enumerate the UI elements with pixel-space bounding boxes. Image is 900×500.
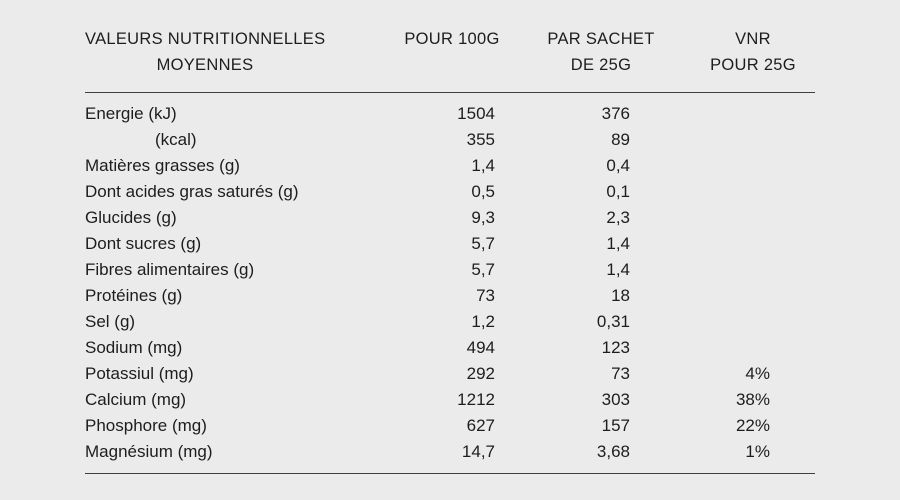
- row-label: Protéines (g): [85, 286, 183, 305]
- value-vnr-pour-25g: [665, 309, 815, 335]
- value-vnr-pour-25g: [665, 179, 815, 205]
- header-line-1: POUR 100G: [404, 30, 500, 48]
- value-par-sachet-25g: 1,4: [606, 260, 630, 279]
- value-pour-100g: 627: [466, 416, 495, 435]
- header-line-2: [379, 52, 525, 78]
- table-row: Dont acides gras saturés (g) 0,5 0,1: [85, 179, 815, 205]
- table-row: Sodium (mg) 494 123: [85, 335, 815, 361]
- header-valeurs-nutritionnelles-moyennes: VALEURS NUTRITIONNELLES MOYENNES: [85, 20, 365, 93]
- table-row: Phosphore (mg) 627 157 22%: [85, 413, 815, 439]
- value-par-sachet-25g: 18: [611, 286, 630, 305]
- value-par-sachet-25g: 157: [601, 416, 630, 435]
- value-vnr-pour-25g: 1%: [665, 439, 815, 474]
- row-label: Magnésium (mg): [85, 439, 365, 474]
- table-row: Potassiul (mg) 292 73 4%: [85, 361, 815, 387]
- value-par-sachet-25g: 376: [601, 104, 630, 123]
- row-label: Energie (kJ): [85, 104, 177, 123]
- value-par-sachet-25g: 1,4: [606, 234, 630, 253]
- value-par-sachet-25g: 2,3: [606, 208, 630, 227]
- row-label: Matières grasses (g): [85, 156, 240, 175]
- table-row: Calcium (mg) 1212 303 38%: [85, 387, 815, 413]
- value-pour-100g: 355: [466, 130, 495, 149]
- value-pour-100g: 494: [466, 338, 495, 357]
- value-vnr-pour-25g: [665, 335, 815, 361]
- value-vnr-pour-25g: [665, 93, 815, 128]
- value-par-sachet-25g: 0,31: [596, 312, 630, 331]
- table-row: Magnésium (mg) 14,7 3,68 1%: [85, 439, 815, 474]
- value-pour-100g: 5,7: [471, 234, 495, 253]
- row-label: Phosphore (mg): [85, 416, 207, 435]
- table-row: Glucides (g) 9,3 2,3: [85, 205, 815, 231]
- header-line-2: POUR 25G: [710, 56, 796, 74]
- header-par-sachet-de-25g: PAR SACHET DE 25G: [525, 20, 665, 93]
- value-par-sachet-25g: 0,1: [606, 182, 630, 201]
- table-row: Energie (kJ) 1504 376: [85, 93, 815, 128]
- value-pour-100g: 1212: [457, 390, 495, 409]
- value-vnr-pour-25g: [665, 205, 815, 231]
- row-label: Glucides (g): [85, 208, 177, 227]
- value-vnr-pour-25g: [665, 127, 815, 153]
- row-label: (kcal): [155, 130, 197, 149]
- value-pour-100g: 1504: [457, 104, 495, 123]
- value-par-sachet-25g: 0,4: [606, 156, 630, 175]
- value-par-sachet-25g: 73: [611, 364, 630, 383]
- row-label: Calcium (mg): [85, 390, 187, 409]
- header-line-1: VALEURS NUTRITIONNELLES: [85, 30, 326, 48]
- value-pour-100g: 1,2: [471, 312, 495, 331]
- table-row: Matières grasses (g) 1,4 0,4: [85, 153, 815, 179]
- header-vnr-pour-25g: VNR POUR 25G: [665, 20, 815, 93]
- value-pour-100g: 73: [476, 286, 495, 305]
- table-row: Dont sucres (g) 5,7 1,4: [85, 231, 815, 257]
- value-vnr-pour-25g: 22%: [735, 416, 770, 435]
- header-line-2: DE 25G: [570, 56, 632, 74]
- row-label: Dont acides gras saturés (g): [85, 182, 299, 201]
- table-row: Sel (g) 1,2 0,31: [85, 309, 815, 335]
- value-pour-100g: 292: [466, 364, 495, 383]
- row-label: Dont sucres (g): [85, 234, 202, 253]
- value-pour-100g: 1,4: [471, 156, 495, 175]
- table-row: Fibres alimentaires (g) 5,7 1,4: [85, 257, 815, 283]
- value-par-sachet-25g: 3,68: [525, 439, 665, 474]
- value-par-sachet-25g: 303: [601, 390, 630, 409]
- header-pour-100g: POUR 100G: [365, 20, 525, 93]
- value-vnr-pour-25g: 38%: [735, 390, 770, 409]
- value-vnr-pour-25g: [665, 231, 815, 257]
- value-pour-100g: 0,5: [471, 182, 495, 201]
- table-row: (kcal) 355 89: [85, 127, 815, 153]
- row-label: Sel (g): [85, 312, 136, 331]
- value-vnr-pour-25g: [665, 283, 815, 309]
- value-par-sachet-25g: 123: [601, 338, 630, 357]
- row-label: Sodium (mg): [85, 338, 183, 357]
- table-header-row: VALEURS NUTRITIONNELLES MOYENNES POUR 10…: [85, 20, 815, 93]
- row-label: Potassiul (mg): [85, 364, 194, 383]
- header-line-1: VNR: [735, 30, 771, 48]
- row-label: Fibres alimentaires (g): [85, 260, 255, 279]
- table-row: Protéines (g) 73 18: [85, 283, 815, 309]
- value-pour-100g: 9,3: [471, 208, 495, 227]
- header-line-1: PAR SACHET: [547, 30, 655, 48]
- value-vnr-pour-25g: 4%: [745, 364, 770, 383]
- value-pour-100g: 5,7: [471, 260, 495, 279]
- value-vnr-pour-25g: [665, 257, 815, 283]
- value-pour-100g: 14,7: [365, 439, 525, 474]
- value-vnr-pour-25g: [665, 153, 815, 179]
- value-par-sachet-25g: 89: [611, 130, 630, 149]
- nutrition-table: VALEURS NUTRITIONNELLES MOYENNES POUR 10…: [85, 20, 815, 474]
- header-line-2: MOYENNES: [156, 56, 254, 74]
